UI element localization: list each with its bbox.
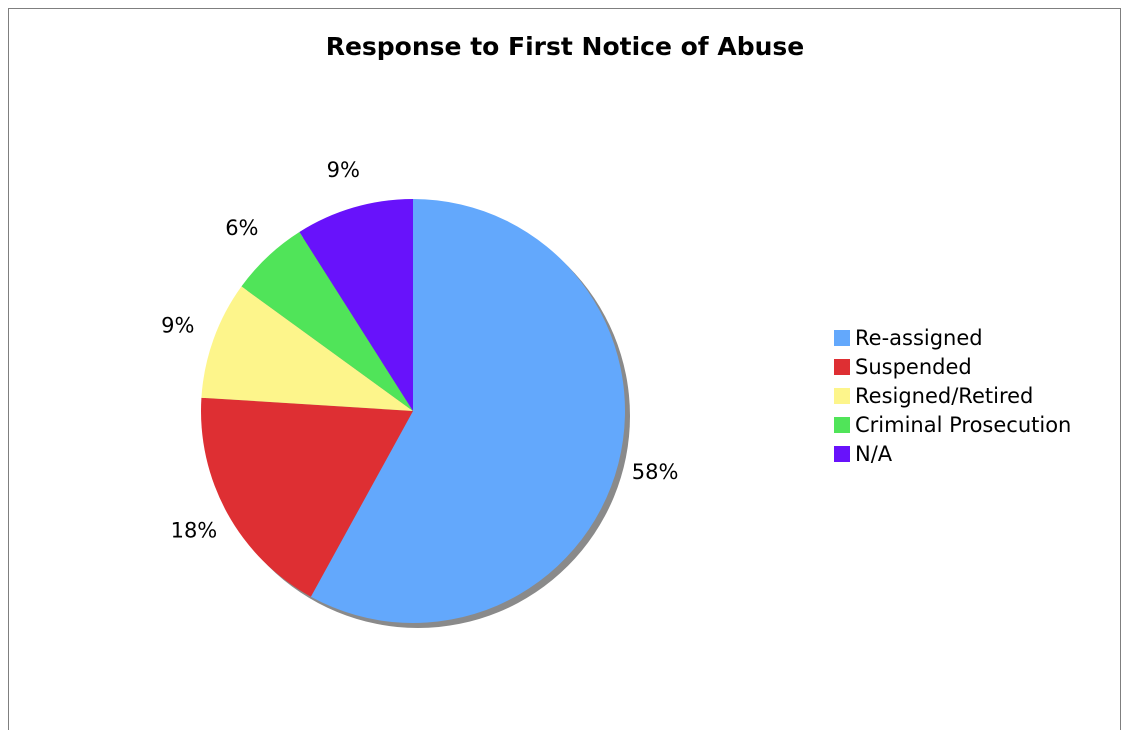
legend: Re-assigned Suspended Resigned/Retired Crim… <box>834 323 1071 468</box>
legend-label-n-a: N/A <box>855 441 893 466</box>
legend-label-suspended: Suspended <box>855 354 972 379</box>
legend-item-suspended: Suspended <box>834 352 1071 381</box>
legend-label-re-assigned: Re-assigned <box>855 325 983 350</box>
legend-swatch-suspended <box>834 358 850 375</box>
pie-labels: 58% 18% 9% 6% 9% <box>161 158 678 543</box>
legend-item-n-a: N/A <box>834 439 1071 468</box>
legend-swatch-resigned-retired <box>834 387 850 404</box>
legend-swatch-criminal-prosecution <box>834 416 850 433</box>
legend-label-criminal-prosecution: Criminal Prosecution <box>855 412 1072 437</box>
pie-slice-criminal-prosecution <box>241 232 413 411</box>
legend-item-resigned-retired: Resigned/Retired <box>834 381 1071 410</box>
chart-title: Response to First Notice of Abuse <box>325 32 805 61</box>
slice-label-re-assigned: 58% <box>632 460 679 484</box>
pie-slices <box>201 199 625 624</box>
legend-item-criminal-prosecution: Criminal Prosecution <box>834 410 1071 439</box>
pie-slice-n-a <box>299 199 413 411</box>
legend-item-re-assigned: Re-assigned <box>834 323 1071 352</box>
slice-label-criminal-prosecution: 6% <box>225 216 258 240</box>
legend-swatch-n-a <box>834 445 850 462</box>
pie-slice-resigned-retired <box>201 286 413 411</box>
slice-label-n-a: 9% <box>327 158 360 182</box>
slice-label-resigned-retired: 9% <box>161 313 194 337</box>
legend-label-resigned-retired: Resigned/Retired <box>855 383 1034 408</box>
pie-slice-suspended <box>201 397 413 597</box>
slice-label-suspended: 18% <box>171 518 218 542</box>
legend-swatch-re-assigned <box>834 329 850 346</box>
pie-slice-re-assigned <box>310 199 625 624</box>
